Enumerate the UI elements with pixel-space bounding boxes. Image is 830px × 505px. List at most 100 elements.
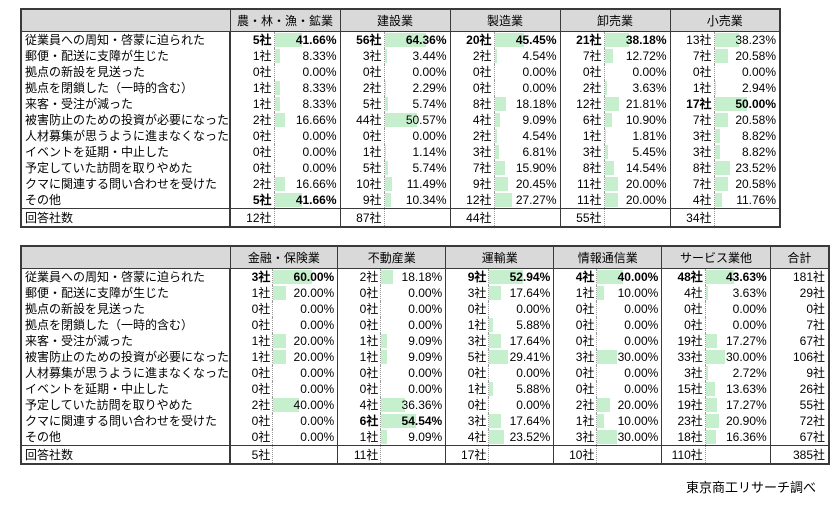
percent-cell: 2.94% bbox=[714, 80, 780, 96]
count-cell: 4社 bbox=[449, 112, 495, 128]
percent-bar bbox=[597, 350, 617, 364]
percent-bar bbox=[714, 33, 740, 47]
total-cell: 67社 bbox=[769, 429, 829, 446]
count-cell: 3社 bbox=[445, 285, 490, 301]
column-header: サービス業他 bbox=[661, 246, 771, 269]
count-cell: 0社 bbox=[229, 365, 274, 381]
percent-cell bbox=[380, 445, 446, 464]
count-cell: 44社 bbox=[339, 112, 385, 128]
table-row: 郵便・配送に支障が生じた 1社 20.00% 0社 0.00% 3社 17.64% 1社 10.… bbox=[21, 285, 829, 301]
count-cell: 0社 bbox=[229, 160, 275, 176]
percent-bar bbox=[489, 334, 501, 348]
count-cell: 7社 bbox=[559, 48, 605, 64]
industry-impact-table-1: 農・林・漁・鉱業 建設業 製造業 卸売業 小売業 従業員への周知・啓蒙に迫られた 5社 41.… bbox=[20, 8, 782, 228]
percent-cell: 12.72% bbox=[604, 48, 670, 64]
percent-cell: 8.33% bbox=[274, 80, 340, 96]
percent-bar bbox=[274, 49, 280, 63]
count-cell: 0社 bbox=[445, 301, 490, 317]
count-cell: 0社 bbox=[553, 381, 598, 397]
count-cell: 21社 bbox=[559, 31, 605, 48]
count-cell: 1社 bbox=[229, 80, 275, 96]
count-cell: 2社 bbox=[559, 80, 605, 96]
percent-cell: 0.00% bbox=[522, 65, 557, 79]
count-cell: 1社 bbox=[339, 144, 385, 160]
percent-bar bbox=[489, 350, 509, 364]
percent-cell: 18.18% bbox=[381, 269, 446, 286]
percent-cell bbox=[274, 208, 341, 227]
count-cell: 3社 bbox=[229, 268, 274, 285]
count-cell: 19社 bbox=[661, 397, 706, 413]
count-cell: 0社 bbox=[339, 128, 385, 144]
table-row: 来客・受注が減った 1社 8.33% 5社 5.74% 8社 18.18% 12社 21.81%… bbox=[21, 96, 780, 112]
row-label: 拠点を閉鎖した（一時的含む） bbox=[21, 80, 232, 96]
percent-bar bbox=[273, 270, 312, 284]
count-cell: 0社 bbox=[339, 64, 385, 80]
respondents-row: 回答社数 12社 87社 44社 55社 34社 bbox=[21, 208, 781, 227]
percent-bar bbox=[705, 270, 734, 284]
total-cell: 67社 bbox=[769, 333, 829, 349]
percent-bar bbox=[494, 177, 508, 191]
count-cell: 11社 bbox=[337, 445, 382, 464]
percent-cell: 5.74% bbox=[384, 160, 450, 176]
percent-cell: 50.57% bbox=[384, 112, 450, 128]
percent-bar bbox=[604, 33, 630, 47]
total-cell: 0社 bbox=[769, 301, 829, 317]
percent-bar bbox=[604, 177, 618, 191]
count-cell: 2社 bbox=[229, 397, 274, 413]
percent-bar bbox=[494, 97, 507, 111]
percent-cell: 4.54% bbox=[494, 48, 560, 64]
count-cell: 55社 bbox=[559, 208, 605, 227]
count-cell: 0社 bbox=[553, 333, 598, 349]
count-cell: 0社 bbox=[445, 397, 490, 413]
count-cell: 5社 bbox=[229, 31, 275, 48]
row-label: イベントを延期・中止した bbox=[21, 144, 232, 160]
percent-cell: 38.18% bbox=[604, 32, 670, 49]
percent-cell: 17.64% bbox=[489, 333, 554, 349]
percent-bar bbox=[489, 430, 505, 444]
column-header: 金融・保険業 bbox=[229, 246, 338, 269]
percent-cell: 10.90% bbox=[604, 112, 670, 128]
count-cell: 34社 bbox=[669, 208, 715, 227]
count-cell: 0社 bbox=[229, 128, 275, 144]
percent-bar bbox=[384, 33, 427, 47]
percent-bar bbox=[381, 334, 388, 348]
percent-bar bbox=[604, 81, 607, 95]
table-row: クマに関連する問い合わせを受けた 0社 0.00% 6社 54.54% 3社 17.64% 1… bbox=[21, 413, 829, 429]
row-label: 従業員への周知・啓蒙に迫られた bbox=[21, 31, 232, 48]
total-cell: 181社 bbox=[769, 268, 829, 285]
percent-bar bbox=[381, 430, 388, 444]
percent-cell: 0.00% bbox=[300, 382, 335, 396]
count-cell: 87社 bbox=[339, 208, 385, 227]
percent-bar bbox=[604, 193, 618, 207]
percent-cell: 8.33% bbox=[274, 48, 340, 64]
count-cell: 3社 bbox=[553, 349, 598, 365]
percent-cell: 0.00% bbox=[300, 414, 335, 428]
percent-cell: 10.00% bbox=[597, 285, 662, 301]
percent-bar bbox=[381, 398, 405, 412]
percent-bar bbox=[274, 193, 302, 207]
table-row: その他 0社 0.00% 1社 9.09% 4社 23.52% 3社 30.00% 18社 16.3… bbox=[21, 429, 829, 446]
percent-bar bbox=[274, 113, 286, 127]
count-cell: 0社 bbox=[229, 144, 275, 160]
percent-bar bbox=[705, 398, 717, 412]
count-cell: 1社 bbox=[229, 333, 274, 349]
count-cell: 9社 bbox=[445, 268, 490, 285]
percent-bar bbox=[714, 113, 728, 127]
table-row: イベントを延期・中止した 0社 0.00% 0社 0.00% 1社 5.88% 0社 0.00%… bbox=[21, 381, 829, 397]
percent-cell: 20.58% bbox=[714, 112, 780, 128]
percent-cell: 0.00% bbox=[732, 302, 767, 316]
table-row: 予定していた訪問を取りやめた 2社 40.00% 4社 36.36% 0社 0.00% 2社 2… bbox=[21, 397, 829, 413]
percent-bar bbox=[273, 286, 287, 300]
count-cell: 0社 bbox=[553, 317, 598, 333]
percent-bar bbox=[384, 177, 392, 191]
percent-bar bbox=[489, 318, 494, 332]
percent-cell: 60.00% bbox=[273, 269, 338, 286]
row-label: その他 bbox=[21, 192, 232, 209]
percent-cell: 20.58% bbox=[714, 176, 780, 192]
percent-cell: 30.00% bbox=[597, 429, 662, 446]
percent-cell bbox=[705, 445, 771, 464]
count-cell: 20社 bbox=[449, 31, 495, 48]
total-cell: 72社 bbox=[769, 413, 829, 429]
count-cell: 0社 bbox=[337, 381, 382, 397]
